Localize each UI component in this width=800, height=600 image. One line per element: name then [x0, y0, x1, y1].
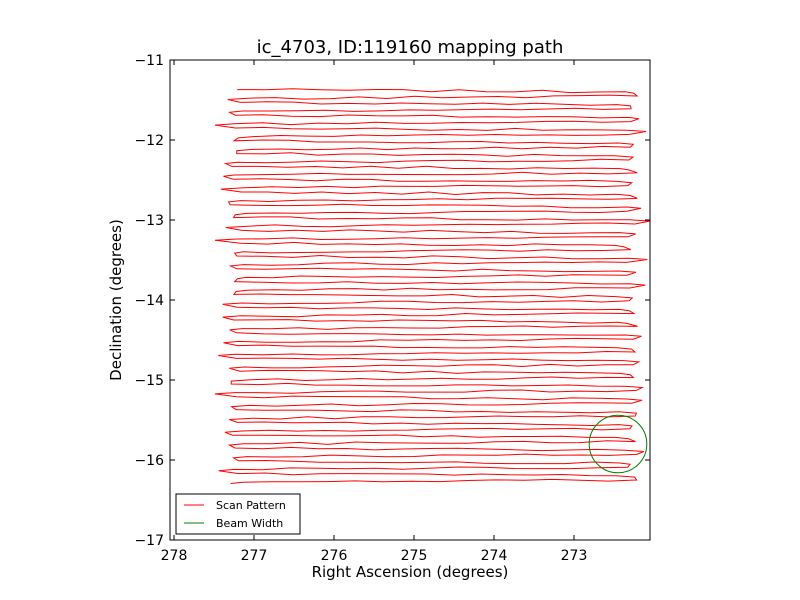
legend-box — [175, 493, 301, 535]
legend-beam-label: Beam Width — [216, 517, 283, 530]
x-tick-label: 273 — [561, 548, 588, 564]
y-tick-label: −14 — [134, 293, 164, 309]
y-tick-label: −15 — [134, 373, 164, 389]
x-tick-label: 274 — [481, 548, 508, 564]
y-axis-label: Declination (degrees) — [107, 219, 125, 381]
y-tick-label: −11 — [134, 53, 164, 69]
scan-pattern-line — [214, 88, 650, 484]
x-tick-label: 278 — [161, 548, 188, 564]
legend-scan-label: Scan Pattern — [216, 499, 286, 512]
chart-title: ic_4703, ID:119160 mapping path — [257, 37, 564, 58]
y-tick-label: −16 — [134, 453, 164, 469]
plot-area — [214, 88, 650, 484]
y-tick-label: −12 — [134, 133, 164, 149]
x-tick-label: 277 — [241, 548, 268, 564]
x-axis-label: Right Ascension (degrees) — [312, 563, 509, 581]
beam-width-circle — [588, 414, 648, 474]
y-tick-label: −17 — [134, 533, 164, 549]
y-tick-label: −13 — [134, 213, 164, 229]
legend: Scan Pattern Beam Width — [175, 493, 301, 535]
axis-ticks — [170, 59, 650, 541]
x-tick-label: 275 — [401, 548, 428, 564]
x-tick-label: 276 — [321, 548, 348, 564]
